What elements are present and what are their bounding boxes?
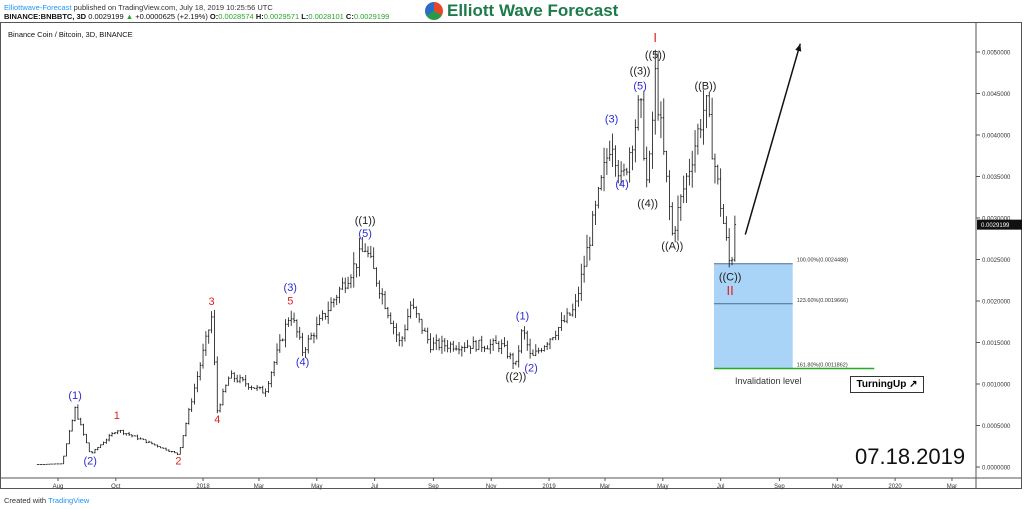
wave-label: (3) (284, 282, 297, 294)
y-tick-label: 0.0020000 (982, 300, 1011, 306)
wave-label: ((3)) (630, 65, 651, 77)
x-tick-label: Aug (53, 484, 64, 490)
y-tick-label: 0.0025000 (982, 258, 1011, 264)
logo-icon (425, 2, 443, 20)
close-value: 0.0029199 (353, 12, 390, 21)
chart-frame (0, 22, 1022, 489)
wave-label: ((A)) (661, 241, 683, 253)
wave-label: (4) (296, 357, 309, 369)
wave-label: (3) (605, 114, 618, 126)
x-tick-label: Sep (428, 484, 439, 490)
y-tick-label: 0.0000000 (982, 466, 1011, 472)
wave-label: ((2)) (505, 371, 526, 383)
wave-label: 4 (214, 414, 220, 426)
date-stamp: 07.18.2019 (855, 444, 966, 469)
x-tick-label: Oct (111, 484, 121, 490)
x-tick-label: May (657, 484, 668, 490)
x-tick-label: Jul (371, 484, 379, 490)
y-tick-label: 0.0015000 (982, 341, 1011, 347)
wave-label: (4) (615, 178, 628, 190)
wave-label: I (653, 30, 657, 45)
invalidation-label: Invalidation level (735, 376, 802, 386)
last-price-marker (977, 219, 1022, 230)
x-tick-label: 2018 (196, 484, 210, 490)
wave-label: II (727, 283, 734, 298)
last-price: 0.0029199 (88, 12, 124, 21)
footer: Created with TradingView (4, 496, 89, 505)
y-tick-label: 0.0045000 (982, 92, 1011, 98)
x-tick-label: Jul (717, 484, 725, 490)
x-tick-label: Mar (600, 484, 610, 490)
fib-level-label: 123.60%(0.0019666) (797, 298, 849, 304)
wave-label: ((C)) (719, 271, 742, 283)
tradingview-link[interactable]: TradingView (48, 496, 90, 505)
high-value: 0.0029571 (263, 12, 300, 21)
wave-label: (2) (524, 363, 537, 375)
fib-level-label: 161.80%(0.0011862) (797, 363, 848, 369)
low-label: L: (301, 12, 309, 21)
published-text: published on TradingView.com, July 18, 2… (73, 3, 273, 12)
wave-label: (1) (68, 390, 81, 402)
y-tick-label: 0.0040000 (982, 134, 1011, 140)
fib-level-label: 100.00%(0.0024488) (797, 258, 849, 264)
x-tick-label: 2019 (542, 484, 556, 490)
wave-label: (1) (516, 310, 529, 322)
publisher-link[interactable]: Elliottwave-Forecast (4, 3, 72, 12)
low-value: 0.0028101 (308, 12, 344, 21)
wave-label: ((4)) (637, 198, 658, 210)
x-tick-label: Mar (947, 484, 957, 490)
x-tick-label: Sep (774, 484, 785, 490)
change: +0.0000625 (+2.19%) (135, 12, 208, 21)
projection-arrow (744, 43, 802, 235)
wave-label: 5 (287, 295, 293, 307)
chart-title: Binance Coin / Bitcoin, 3D, BINANCE (8, 30, 133, 39)
wave-label: ((1)) (355, 215, 376, 227)
wave-label: 1 (114, 410, 120, 422)
x-tick-label: Mar (254, 484, 264, 490)
open-label: O: (209, 12, 219, 21)
fib-zone (714, 263, 793, 369)
wave-label: (2) (84, 456, 97, 468)
x-tick-label: May (311, 484, 322, 490)
up-triangle-icon: ▲ (125, 12, 134, 21)
close-label: C: (345, 12, 354, 21)
logo: Elliott Wave Forecast (425, 1, 618, 21)
x-tick-label: Nov (486, 484, 497, 490)
turning-up-badge: TurningUp ↗ (850, 376, 924, 393)
logo-text: Elliott Wave Forecast (447, 1, 619, 20)
y-tick-label: 0.0050000 (982, 51, 1011, 57)
wave-label: (5) (633, 80, 646, 92)
wave-label: ((5)) (645, 50, 666, 62)
wave-label: ((B)) (694, 80, 716, 92)
ohlc-info: BINANCE:BNBBTC, 3D 0.0029199 ▲ +0.000062… (4, 12, 389, 21)
arrow-head-icon (795, 43, 802, 52)
high-label: H: (255, 12, 264, 21)
wave-label: 3 (209, 296, 215, 308)
open-value: 0.0028574 (218, 12, 254, 21)
publish-info: Elliottwave-Forecast published on Tradin… (4, 3, 273, 12)
last-price-label: 0.0029199 (981, 223, 1010, 229)
y-tick-label: 0.0035000 (982, 175, 1011, 181)
y-tick-label: 0.0005000 (982, 424, 1011, 430)
y-tick-label: 0.0010000 (982, 383, 1011, 389)
created-with: Created with (4, 496, 47, 505)
x-tick-label: 2020 (888, 484, 902, 490)
wave-label: (5) (358, 228, 371, 240)
y-tick-label: 0.0030000 (982, 217, 1011, 223)
x-tick-label: Nov (832, 484, 843, 490)
symbol: BINANCE:BNBBTC, 3D (4, 12, 87, 21)
wave-label: 2 (175, 456, 181, 468)
